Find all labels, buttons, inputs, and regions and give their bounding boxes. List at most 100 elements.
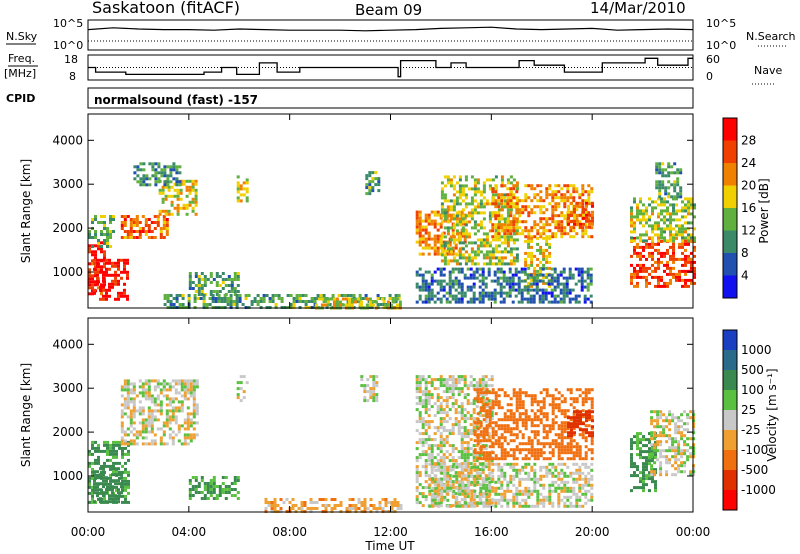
heatmap-cell-7 <box>430 405 434 409</box>
heatmap-cell-2 <box>147 379 151 383</box>
heatmap-cell-8 <box>485 457 489 461</box>
heatmap-cell-8 <box>256 294 260 297</box>
heatmap-cell-7 <box>457 381 461 385</box>
heatmap-cell-17 <box>651 245 654 249</box>
heatmap-cell-13 <box>512 187 516 191</box>
heatmap-cell-8 <box>247 294 251 297</box>
heatmap-cell-13 <box>527 184 531 188</box>
heatmap-cell-7 <box>472 384 476 388</box>
heatmap-cell-4 <box>161 185 165 189</box>
colorbar-tick-label: 8 <box>741 246 749 260</box>
heatmap-cell-14 <box>536 248 540 252</box>
heatmap-cell-10 <box>458 474 462 478</box>
heatmap-cell-18 <box>642 209 645 213</box>
heatmap-cell-15 <box>415 273 419 277</box>
heatmap-cell-13 <box>539 184 543 188</box>
heatmap-cell-14 <box>545 257 549 261</box>
heatmap-cell-1 <box>111 491 114 495</box>
heatmap-cell-16 <box>567 213 570 217</box>
heatmap-cell-8 <box>575 388 579 392</box>
heatmap-cell-5 <box>148 177 152 181</box>
heatmap-cell-15 <box>478 294 482 298</box>
heatmap-cell-2 <box>123 403 127 407</box>
heatmap-cell-1 <box>126 261 129 265</box>
heatmap-cell-15 <box>439 282 443 286</box>
heatmap-cell-15 <box>526 273 530 277</box>
heatmap-cell-10 <box>485 486 489 490</box>
heatmap-cell-12 <box>473 250 477 254</box>
heatmap-cell-1 <box>117 500 120 504</box>
heatmap-cell-3 <box>129 233 133 236</box>
heatmap-cell-4 <box>191 179 195 183</box>
heatmap-cell-4 <box>200 479 204 482</box>
heatmap-cell-7 <box>433 483 437 487</box>
heatmap-cell-2 <box>132 433 136 437</box>
heatmap-cell-7 <box>475 504 479 508</box>
heatmap-cell-7 <box>188 281 192 284</box>
heatmap-cell-1 <box>99 482 102 486</box>
heatmap-cell-18 <box>672 203 675 207</box>
heatmap-cell-1 <box>114 497 117 501</box>
heatmap-cell-0 <box>115 443 118 447</box>
heatmap-cell-15 <box>430 288 434 292</box>
heatmap-cell-7 <box>418 471 422 475</box>
heatmap-cell-13 <box>521 205 525 209</box>
heatmap-cell-10 <box>443 471 447 475</box>
heatmap-cell-15 <box>430 273 434 277</box>
heatmap-cell-13 <box>509 199 513 203</box>
heatmap-cell-10 <box>443 468 447 472</box>
heatmap-cell-7 <box>424 480 428 484</box>
heatmap-cell-15 <box>493 294 497 298</box>
heatmap-cell-10 <box>371 171 375 175</box>
heatmap-cell-15 <box>427 288 431 292</box>
heatmap-cell-9 <box>567 425 570 429</box>
heatmap-cell-8 <box>527 448 531 452</box>
heatmap-cell-13 <box>581 184 585 188</box>
heatmap-cell-12 <box>497 250 501 254</box>
heatmap-cell-12 <box>482 202 486 206</box>
heatmap-cell-13 <box>521 229 525 233</box>
heatmap-cell-17 <box>645 281 648 285</box>
heatmap-cell-1 <box>123 261 126 265</box>
heatmap-cell-10 <box>473 465 477 469</box>
heatmap-cell-15 <box>496 291 500 295</box>
heatmap-cell-15 <box>550 300 554 304</box>
heatmap-cell-8 <box>301 294 305 297</box>
heatmap-cell-7 <box>466 468 470 472</box>
heatmap-cell-7 <box>433 498 437 502</box>
heatmap-cell-7 <box>451 396 455 400</box>
heatmap-cell-11 <box>421 219 425 223</box>
heatmap-cell-0 <box>106 440 109 444</box>
heatmap-cell-1 <box>105 488 108 492</box>
heatmap-cell-11 <box>448 243 452 247</box>
heatmap-cell-13 <box>548 187 552 191</box>
heatmap-cell-7 <box>451 426 455 430</box>
heatmap-cell-13 <box>587 202 591 206</box>
heatmap-cell-4 <box>194 200 198 204</box>
heatmap-cell-8 <box>518 448 522 452</box>
heatmap-cell-10 <box>377 180 381 184</box>
heatmap-cell-8 <box>476 418 480 422</box>
heatmap-cell-18 <box>630 221 633 225</box>
heatmap-cell-15 <box>550 291 554 295</box>
heatmap-cell-7 <box>475 423 479 427</box>
heatmap-cell-5 <box>351 504 355 507</box>
heatmap-cell-15 <box>427 285 431 289</box>
heatmap-cell-1 <box>117 488 120 492</box>
heatmap-cell-15 <box>457 300 461 304</box>
heatmap-cell-19 <box>664 174 668 178</box>
heatmap-cell-7 <box>487 432 491 436</box>
heatmap-cell-12 <box>470 259 474 263</box>
heatmap-cell-2 <box>135 442 139 446</box>
heatmap-cell-0 <box>91 440 94 444</box>
heatmap-cell-5 <box>270 507 274 510</box>
heatmap-cell-15 <box>550 288 554 292</box>
heatmap-cell-8 <box>536 433 540 437</box>
heatmap-cell-15 <box>430 279 434 283</box>
heatmap-cell-7 <box>448 459 452 463</box>
heatmap-cell-2 <box>186 397 190 401</box>
heatmap-cell-7 <box>454 447 458 451</box>
heatmap-cell-8 <box>295 297 299 300</box>
heatmap-cell-11 <box>448 252 452 256</box>
heatmap-cell-7 <box>451 432 455 436</box>
